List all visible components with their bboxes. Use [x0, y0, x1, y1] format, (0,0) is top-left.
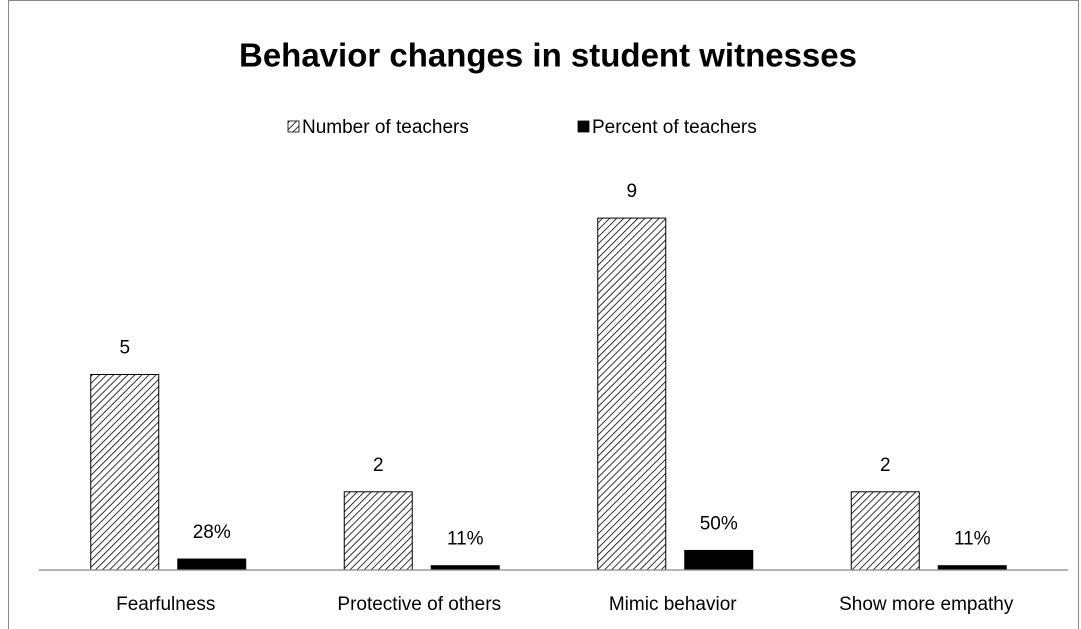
legend-label: Number of teachers: [302, 117, 469, 138]
data-label: 2: [880, 455, 891, 476]
bar: [90, 374, 160, 571]
bar: [343, 491, 413, 571]
bar: [597, 217, 667, 571]
x-tick-label: Show more empathy: [839, 594, 1014, 615]
legend-swatch: [287, 120, 300, 133]
data-label: 28%: [193, 522, 231, 543]
data-label: 50%: [700, 513, 738, 534]
legend-swatch: [577, 120, 590, 133]
legend-label: Percent of teachers: [592, 117, 757, 138]
bar: [850, 491, 920, 571]
data-label: 11%: [447, 529, 484, 550]
x-tick-label: Fearfulness: [116, 594, 215, 615]
bar: [937, 565, 1007, 571]
bar: [177, 558, 247, 571]
bar: [430, 565, 500, 571]
x-tick-label: Mimic behavior: [609, 594, 737, 615]
data-label: 9: [626, 181, 637, 202]
x-tick-label: Protective of others: [337, 594, 501, 615]
bar: [684, 549, 754, 571]
data-label: 5: [119, 338, 130, 359]
data-label: 2: [373, 455, 384, 476]
data-label: 11%: [954, 529, 991, 550]
chart-title: Behavior changes in student witnesses: [239, 37, 857, 74]
